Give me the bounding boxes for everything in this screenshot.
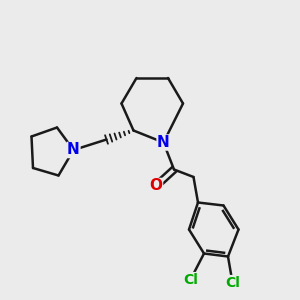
Text: N: N xyxy=(67,142,80,158)
Text: N: N xyxy=(157,135,170,150)
Text: O: O xyxy=(149,178,163,194)
Text: Cl: Cl xyxy=(183,273,198,286)
Text: Cl: Cl xyxy=(225,276,240,289)
